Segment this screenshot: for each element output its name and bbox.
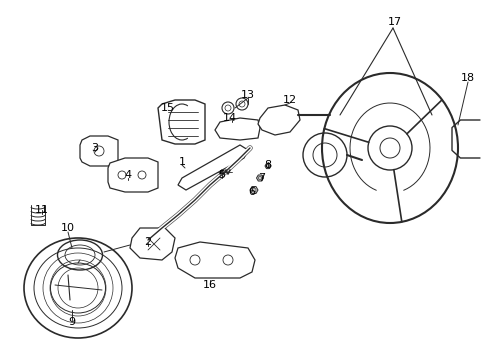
Text: 13: 13	[241, 90, 255, 100]
Text: 3: 3	[92, 143, 98, 153]
Text: 7: 7	[258, 173, 266, 183]
Text: 14: 14	[223, 113, 237, 123]
Polygon shape	[178, 145, 248, 190]
Text: 6: 6	[248, 187, 255, 197]
Text: 11: 11	[35, 205, 49, 215]
Text: 16: 16	[203, 280, 217, 290]
Text: 1: 1	[178, 157, 186, 167]
Text: 2: 2	[145, 237, 151, 247]
Text: 5: 5	[219, 170, 225, 180]
Text: 12: 12	[283, 95, 297, 105]
Polygon shape	[158, 100, 205, 144]
Text: 10: 10	[61, 223, 75, 233]
Text: 4: 4	[124, 170, 131, 180]
Polygon shape	[250, 186, 258, 193]
Text: 17: 17	[388, 17, 402, 27]
Polygon shape	[256, 175, 264, 181]
Text: 9: 9	[69, 317, 75, 327]
Polygon shape	[258, 105, 300, 135]
Polygon shape	[215, 118, 260, 140]
Text: 18: 18	[461, 73, 475, 83]
Polygon shape	[130, 228, 175, 260]
Polygon shape	[108, 158, 158, 192]
Polygon shape	[265, 163, 271, 168]
Text: 15: 15	[161, 103, 175, 113]
Polygon shape	[80, 136, 118, 166]
Polygon shape	[175, 242, 255, 278]
Text: 8: 8	[265, 160, 271, 170]
